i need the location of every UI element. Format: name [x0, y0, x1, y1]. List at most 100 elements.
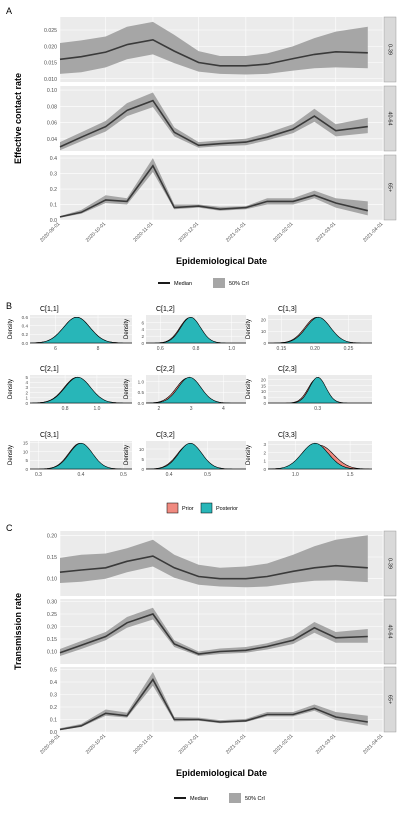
median-line [59, 99, 368, 148]
y-tick-label: 0.0 [50, 730, 57, 736]
facet-title: C[3,1] [40, 432, 59, 439]
x-tick-label: 1.0 [292, 472, 299, 478]
y-tick-label: 0.3 [50, 172, 57, 178]
legend-ci-label: 50% CrI [245, 796, 265, 802]
y-tick-label: 0 [141, 341, 144, 346]
median-line [59, 38, 368, 67]
y-tick-label: 10 [261, 329, 267, 334]
x-tick-label: 2020-11-01 [132, 733, 154, 755]
y-tick-label: 0.15 [47, 555, 57, 561]
y-tick-label: 6 [141, 320, 144, 325]
posterior-density [146, 376, 246, 404]
facet-title: C[2,2] [156, 366, 175, 373]
y-axis-title: Density [124, 319, 130, 339]
x-tick-label: 2020-11-01 [132, 221, 154, 243]
x-tick-label: 1.5 [347, 472, 354, 478]
y-tick-label: 2 [25, 390, 28, 395]
y-tick-label: 20 [261, 377, 267, 382]
y-axis-title: Transmission rate [13, 593, 23, 670]
ci-ribbon [60, 158, 368, 218]
x-tick-label: 2020-09-01 [39, 733, 61, 755]
y-axis-title: Density [124, 445, 130, 465]
y-tick-label: 0.020 [44, 44, 57, 50]
facet-strip-label: 40-64 [387, 624, 393, 638]
y-axis-title: Density [124, 379, 130, 399]
y-tick-label: 0.04 [47, 137, 57, 143]
y-tick-label: 0 [141, 467, 144, 472]
x-tick-label: 0.4 [78, 472, 85, 478]
y-tick-label: 0 [263, 341, 266, 346]
y-tick-label: 5 [25, 458, 28, 463]
y-tick-label: 0.10 [47, 577, 57, 583]
y-tick-label: 0.3 [50, 693, 57, 699]
y-tick-label: 0.08 [47, 104, 57, 110]
y-tick-label: 0 [263, 401, 266, 406]
y-tick-label: 2 [263, 450, 266, 455]
y-tick-label: 0.1 [50, 203, 57, 209]
x-tick-label: 0.15 [277, 346, 287, 352]
y-tick-label: 15 [23, 441, 29, 446]
x-tick-label: 2020-12-01 [178, 733, 200, 755]
y-tick-label: 0.06 [47, 121, 57, 127]
y-tick-label: 3 [263, 442, 266, 447]
posterior-density [29, 317, 132, 344]
y-tick-label: 0.10 [47, 88, 57, 94]
y-tick-label: 0 [25, 401, 28, 406]
y-tick-label: 0.30 [47, 600, 57, 606]
posterior-density [146, 443, 246, 470]
y-tick-label: 0 [25, 467, 28, 472]
x-tick-label: 4 [222, 406, 225, 412]
facet-strip [383, 530, 397, 597]
legend-posterior-label: Posterior [216, 506, 238, 512]
y-axis-title: Density [246, 319, 252, 339]
x-tick-label: 0.5 [120, 472, 127, 478]
x-tick-label: 0.20 [310, 346, 320, 352]
facet-strip-label: 40-64 [387, 111, 393, 125]
x-tick-label: 0.5 [204, 472, 211, 478]
x-tick-label: 2021-03-01 [315, 221, 337, 243]
x-tick-label: 0.25 [344, 346, 354, 352]
posterior-density [30, 442, 132, 470]
y-tick-label: 0.4 [50, 680, 57, 686]
x-tick-label: 0.3 [314, 406, 321, 412]
y-tick-label: 0.015 [44, 61, 57, 67]
y-tick-label: 0.5 [138, 390, 145, 395]
y-axis-title: Density [8, 319, 14, 339]
legend-median-label: Median [174, 281, 192, 287]
y-tick-label: 10 [139, 447, 145, 452]
y-tick-label: 2 [141, 334, 144, 339]
x-tick-label: 0.8 [62, 406, 69, 412]
y-tick-label: 4 [141, 327, 144, 332]
panel-label-c: C [6, 523, 13, 533]
x-tick-label: 8 [97, 346, 100, 352]
facet-title: C[1,1] [40, 306, 59, 313]
y-axis-title: Density [8, 379, 14, 399]
posterior-density [30, 376, 132, 404]
x-tick-label: 2020-10-01 [85, 733, 107, 755]
facet-strip-label: 65+ [387, 695, 393, 704]
x-tick-label: 3 [190, 406, 193, 412]
legend-ci-key [229, 793, 241, 803]
median-line [59, 555, 368, 580]
x-tick-label: 1.0 [93, 406, 100, 412]
facet-strip [383, 154, 397, 221]
x-tick-label: 2021-02-01 [272, 221, 294, 243]
y-tick-label: 15 [261, 383, 267, 388]
facet-strip [383, 16, 397, 83]
y-tick-label: 0.6 [22, 315, 29, 320]
y-tick-label: 0.20 [47, 625, 57, 631]
facet-strip [383, 598, 397, 665]
y-axis-title: Effective contact rate [13, 73, 23, 164]
posterior-density [268, 376, 372, 404]
y-tick-label: 0.0 [138, 401, 145, 406]
legend-posterior-key [200, 502, 213, 514]
y-tick-label: 0.025 [44, 28, 57, 34]
y-axis-title: Density [246, 445, 252, 465]
x-tick-label: 2021-02-01 [272, 733, 294, 755]
legend-ci-key [213, 278, 225, 288]
y-tick-label: 1 [263, 459, 266, 464]
x-tick-label: 1.0 [228, 346, 235, 352]
y-tick-label: 0.5 [50, 668, 57, 674]
y-tick-label: 5 [25, 375, 28, 380]
facet-strip [383, 85, 397, 152]
